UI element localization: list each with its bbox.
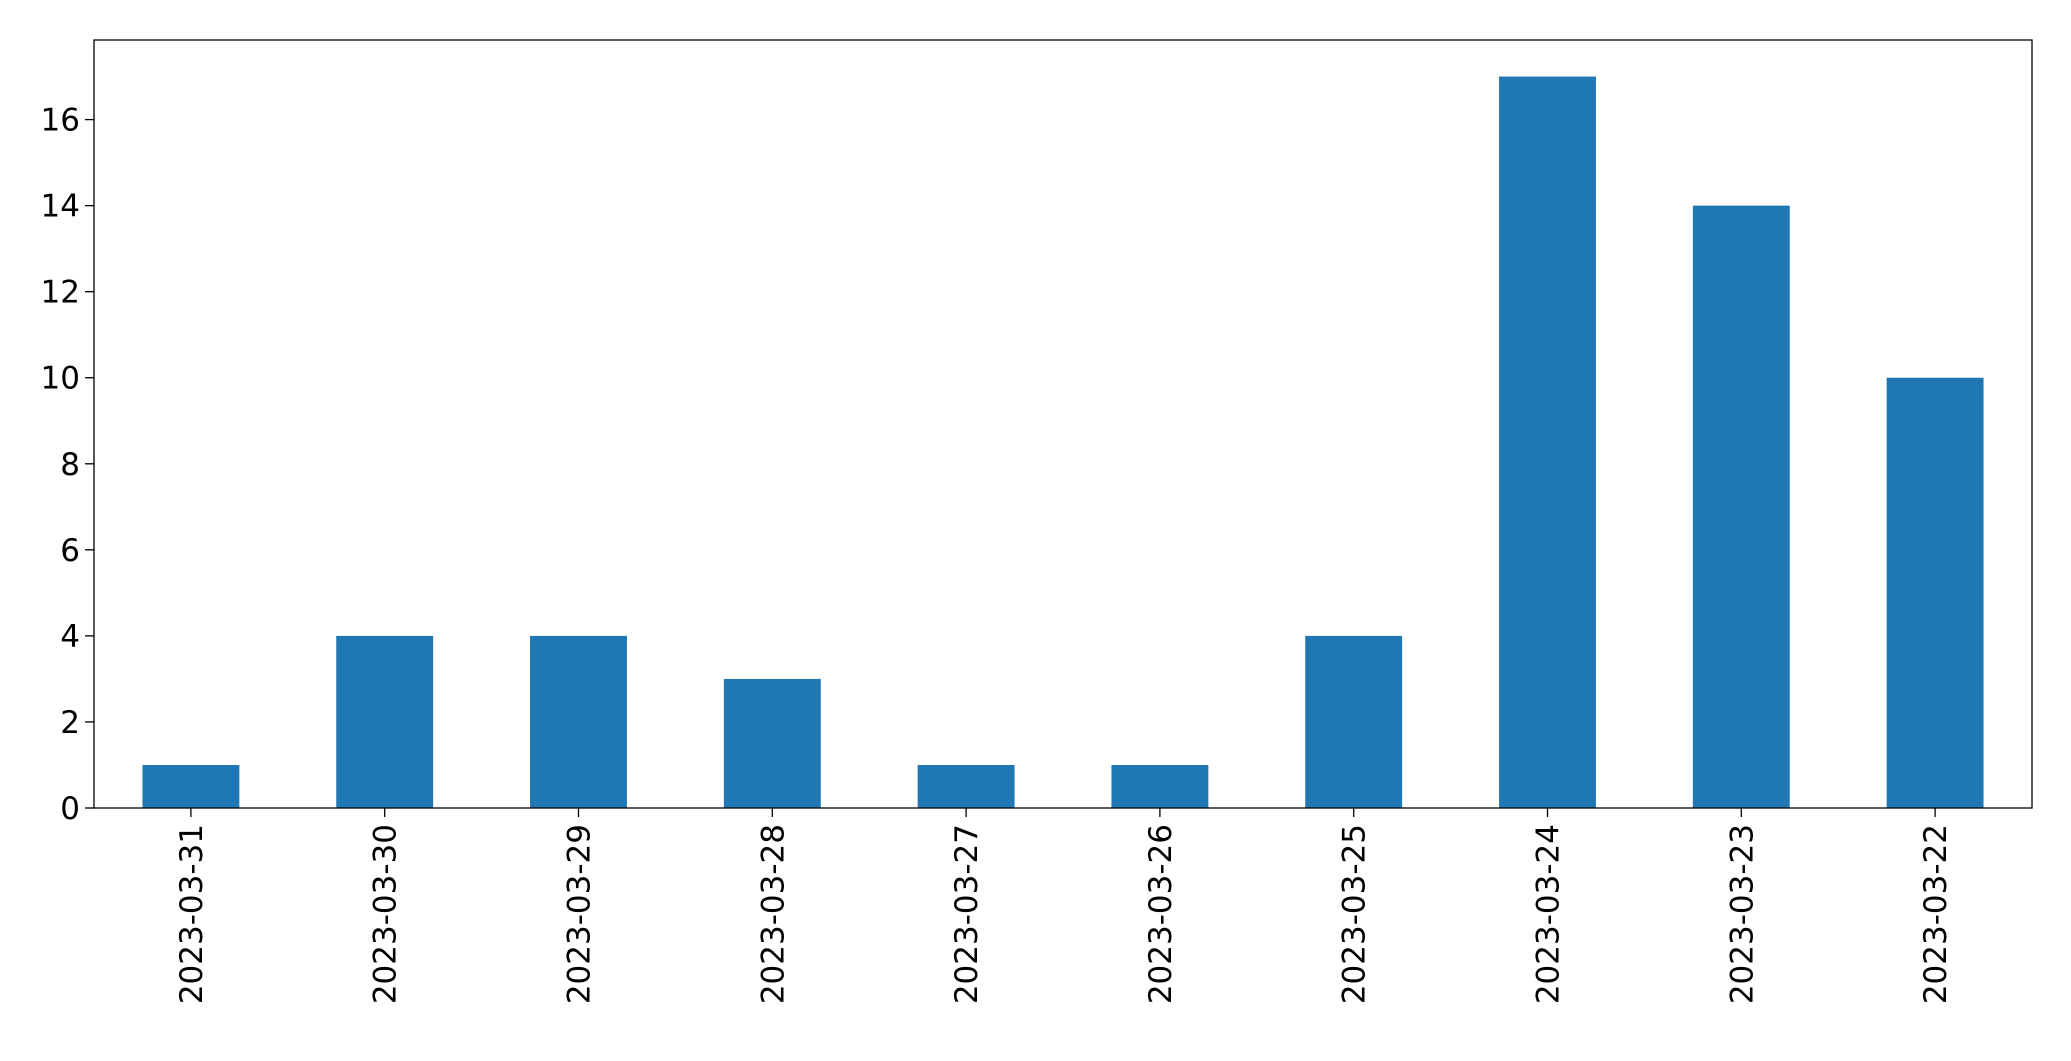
y-tick-label: 14 [41, 189, 80, 225]
bar [336, 635, 434, 808]
x-tick-label: 2023-03-30 [368, 824, 404, 1004]
bar [1499, 76, 1596, 809]
bar [142, 764, 240, 808]
y-tick-label: 4 [60, 619, 80, 655]
bar [1692, 205, 1790, 808]
y-tick-label: 12 [41, 275, 80, 311]
y-tick-label: 6 [60, 533, 80, 569]
bar [1886, 377, 1984, 808]
x-tick-label: 2023-03-28 [755, 824, 791, 1004]
y-tick-label: 10 [41, 361, 80, 397]
x-tick-label: 2023-03-23 [1724, 824, 1760, 1004]
x-tick-label: 2023-03-31 [174, 824, 210, 1004]
x-tick-label: 2023-03-22 [1918, 824, 1954, 1004]
x-tick-label: 2023-03-24 [1531, 824, 1567, 1004]
x-tick-label: 2023-03-26 [1143, 824, 1179, 1004]
plot-frame [93, 39, 2033, 809]
bar [1111, 764, 1209, 808]
x-tick-label: 2023-03-25 [1337, 824, 1373, 1004]
x-tick-label: 2023-03-27 [949, 824, 985, 1004]
y-tick-label: 8 [60, 447, 80, 483]
x-tick-label: 2023-03-29 [562, 824, 598, 1004]
y-tick-label: 2 [60, 705, 80, 741]
bar [723, 678, 821, 808]
bar [917, 764, 1015, 808]
y-tick-label: 16 [41, 103, 80, 139]
bar [530, 635, 627, 808]
y-tick-label: 0 [60, 791, 80, 827]
bar [1305, 635, 1403, 808]
